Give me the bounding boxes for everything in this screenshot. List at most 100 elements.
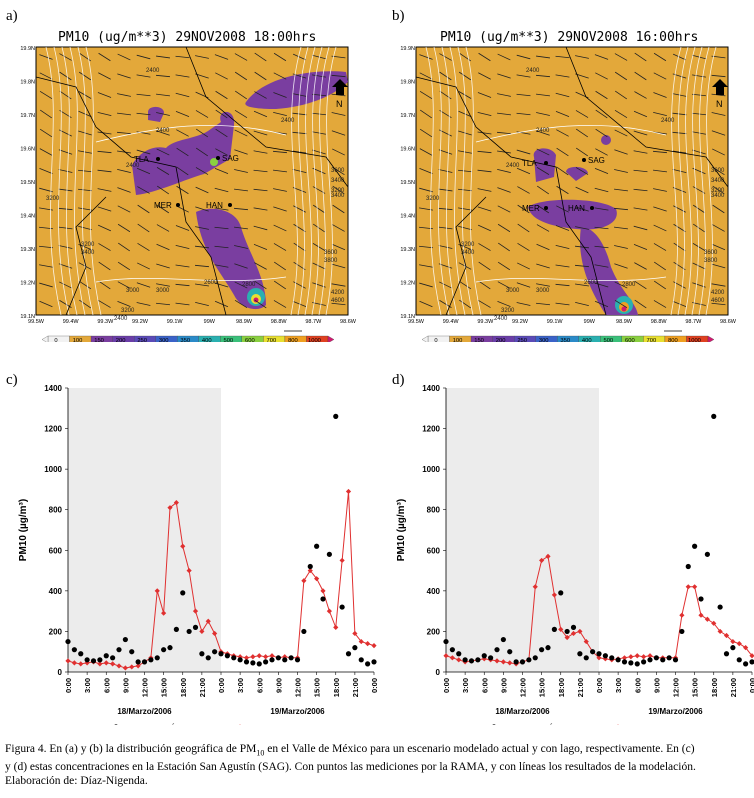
wind-arrow (439, 281, 452, 289)
wind-arrow (312, 243, 326, 251)
observed-point (326, 551, 332, 557)
contour-line (449, 46, 466, 316)
wind-arrow (711, 74, 726, 78)
place-label-tla: TLA (522, 159, 537, 168)
wind-arrow (253, 225, 268, 231)
model-point (723, 632, 730, 639)
wind-arrow (273, 92, 287, 98)
y-tick-label: 1400 (44, 384, 62, 393)
wind-arrow (536, 55, 550, 59)
model-point (596, 655, 602, 661)
observed-point (628, 660, 634, 666)
pollutant-plume (528, 199, 617, 230)
wind-arrow (419, 264, 433, 268)
wind-arrow (419, 90, 433, 100)
contour-line (475, 276, 667, 283)
wind-arrow (516, 302, 531, 306)
model-point (634, 653, 640, 659)
wind-arrow (253, 150, 268, 154)
pollutant-plume (566, 166, 588, 181)
wind-arrow (312, 131, 326, 135)
contour-line (475, 124, 667, 143)
wind-arrow (673, 223, 686, 233)
observed-point (570, 624, 577, 630)
wind-arrow (195, 283, 209, 287)
observed-point (352, 645, 358, 651)
wind-arrow (614, 129, 628, 137)
wind-arrow (195, 167, 209, 175)
wind-arrow (711, 243, 726, 251)
colorbar-label: 200 (496, 338, 506, 342)
x-tick-label: 12:00 (294, 678, 303, 697)
wind-arrow (692, 204, 706, 214)
wind-arrow (478, 52, 491, 62)
wind-arrow (653, 300, 667, 308)
lon-tick: 98.7W (685, 319, 702, 325)
wind-arrow (711, 283, 726, 287)
wind-arrow (59, 281, 72, 289)
x-tick-label: 3:00 (614, 678, 623, 693)
colorbar-label: 500 (603, 338, 613, 342)
wind-arrow (58, 149, 73, 155)
wind-arrow (214, 187, 229, 193)
colorbar-label: 400 (202, 338, 212, 342)
wind-arrow (78, 207, 92, 211)
model-point (65, 658, 71, 664)
wind-arrow (137, 204, 150, 214)
lat-tick: 19.5N (400, 180, 415, 186)
x-tick-label: 15:00 (538, 678, 547, 697)
wind-arrow (633, 169, 648, 173)
observed-point (660, 657, 666, 663)
wind-arrow (176, 166, 189, 176)
wind-arrow (556, 185, 569, 195)
model-point (532, 584, 538, 590)
observed-point (526, 657, 532, 663)
wind-arrow (653, 52, 667, 62)
colorbar-segment (427, 335, 450, 342)
x-tick-label: 12:00 (141, 678, 150, 697)
wind-arrow (458, 299, 472, 309)
wind-arrow (477, 111, 492, 117)
wind-arrow (234, 110, 248, 118)
hotspot (253, 297, 259, 303)
wind-arrow (672, 301, 687, 307)
contour-label: 3600 (324, 250, 338, 256)
wind-arrow (234, 299, 248, 309)
wind-arrow (614, 110, 628, 118)
contour-line (670, 46, 682, 316)
wind-arrow (59, 53, 72, 61)
wind-arrow (575, 128, 589, 138)
wind-arrow (712, 185, 725, 195)
contour-label: 4200 (331, 290, 345, 296)
lon-tick: 99.2W (512, 319, 529, 325)
wind-arrow (98, 72, 111, 80)
wind-arrow (273, 206, 287, 212)
place-label-sag: SAG (588, 156, 605, 165)
wind-arrow (633, 150, 648, 154)
wind-arrow (653, 92, 667, 98)
wind-arrow (419, 300, 433, 308)
observed-point (288, 655, 294, 661)
observed-point (307, 563, 313, 570)
wind-arrow (234, 53, 248, 61)
legend-label-model: MCCM-WEPS (256, 723, 304, 725)
model-point (212, 630, 218, 637)
wind-arrow (555, 302, 570, 306)
observed-point (135, 659, 141, 665)
wind-arrow (273, 224, 287, 232)
model-point (736, 641, 742, 647)
lat-tick: 19.1N (400, 314, 415, 320)
wind-arrow (634, 71, 647, 81)
y-tick-label: 1000 (44, 465, 62, 474)
observed-point (519, 659, 526, 665)
contour-label: 3000 (126, 288, 140, 294)
state-border (65, 196, 107, 316)
wind-arrow (117, 223, 131, 233)
wind-arrow (78, 225, 92, 231)
model-point (358, 638, 364, 645)
north-label: N (716, 99, 723, 109)
wind-arrow (458, 207, 472, 211)
lon-tick: 98.7W (305, 319, 322, 325)
x-tick-label: 21:00 (729, 678, 738, 697)
model-point (205, 618, 211, 624)
